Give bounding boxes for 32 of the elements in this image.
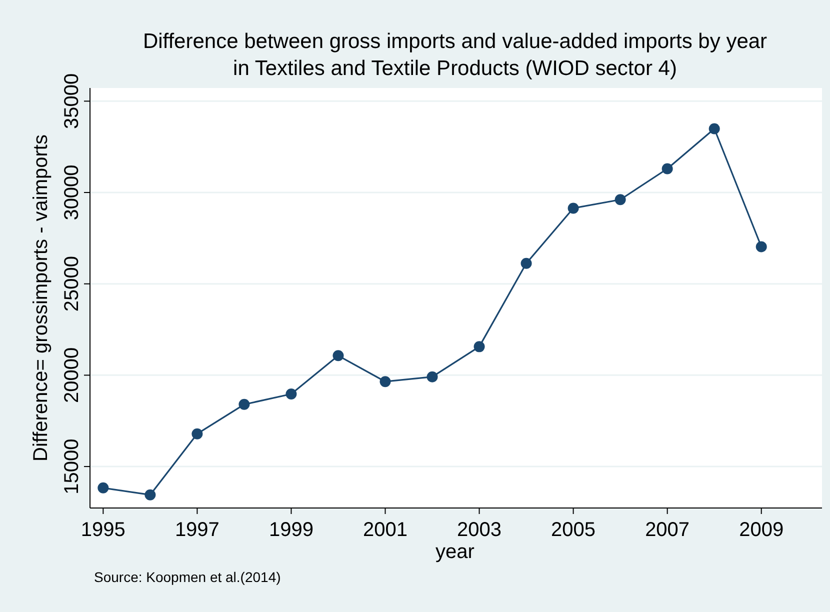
- point: [662, 163, 673, 174]
- point: [286, 388, 297, 400]
- x-tick-label: 2007: [645, 519, 690, 541]
- y-tick-label: 20000: [61, 347, 83, 403]
- point: [708, 123, 720, 134]
- source-note: Source: Koopmen et al.(2014): [94, 569, 281, 585]
- x-tick-label: 2005: [551, 519, 596, 541]
- point: [474, 341, 485, 352]
- y-axis-title: Difference= grossimports - vaimports: [30, 134, 52, 462]
- point: [192, 428, 203, 440]
- point: [520, 258, 532, 269]
- x-tick-label: 1999: [268, 519, 314, 541]
- chart-title: Difference between gross imports and value-added imports by year in Textiles and Textile Products (WIOD sector 4): [142, 30, 768, 80]
- point: [238, 398, 250, 410]
- point: [568, 202, 579, 214]
- point: [426, 371, 438, 382]
- point: [98, 482, 109, 494]
- y-tick-label: 25000: [61, 256, 83, 312]
- point: [332, 350, 344, 362]
- point: [614, 194, 626, 206]
- x-tick-label: 2003: [457, 519, 502, 541]
- x-axis-title: year: [436, 541, 475, 563]
- x-tick-label: 1995: [80, 519, 126, 541]
- x-tick-label: 2001: [362, 519, 408, 541]
- x-tick-label: 1997: [174, 519, 220, 541]
- point: [756, 241, 767, 252]
- point: [380, 376, 391, 388]
- x-tick-label: 2009: [739, 519, 784, 541]
- y-tick-label: 35000: [61, 73, 83, 129]
- y-tick-label: 30000: [61, 164, 83, 220]
- point: [144, 489, 156, 500]
- y-tick-label: 15000: [61, 438, 83, 494]
